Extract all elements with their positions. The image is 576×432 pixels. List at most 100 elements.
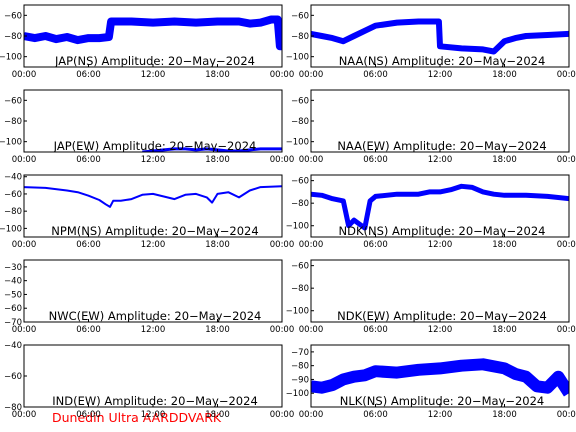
chart-panel: 00:00 06:00 12:00 18:00 00:00 −100 −80 −60 −40 NP…	[0, 173, 294, 250]
y-tick-label: −80	[291, 284, 309, 294]
x-tick-label: 18:00	[205, 70, 230, 80]
x-tick-label: 06:00	[363, 155, 388, 165]
series-line	[24, 15, 282, 51]
x-tick-label: 12:00	[428, 70, 453, 80]
x-tick-label: 00:00	[270, 70, 295, 80]
y-tick-label: −60	[291, 262, 309, 272]
x-tick-label: 12:00	[141, 410, 166, 420]
x-tick-label: 06:00	[76, 325, 101, 335]
x-tick-label: 00:00	[12, 155, 37, 165]
y-tick-label: −60	[4, 372, 22, 382]
x-tick-label: 00:00	[12, 325, 37, 335]
x-tick-label: 00:00	[12, 240, 37, 250]
series-line	[311, 18, 569, 55]
x-tick-label: 18:00	[492, 410, 517, 420]
x-tick-label: 00:00	[557, 240, 576, 250]
panel-title: NLK(NS) Amplitude: 20−May−2024	[340, 394, 545, 408]
y-tick-label: −80	[291, 117, 309, 127]
x-tick-label: 18:00	[492, 240, 517, 250]
chart-panel: 00:00 06:00 12:00 18:00 00:00 −100 −80 −60 NDK(N…	[286, 174, 576, 250]
chart-panel: 00:00 06:00 12:00 18:00 00:00−80−60−40IND(EW…	[4, 341, 294, 420]
panel-title: NDK(NS) Amplitude: 20−May−2024	[339, 224, 546, 238]
chart-panel: 00:00 06:00 12:00 18:00 00:00 −100 −80 −60 JAP(E…	[0, 89, 295, 165]
x-tick-label: 12:00	[141, 325, 166, 335]
chart-panel: 00:00 06:00 12:00 18:00 00:00 −100 −80 −60 JAP(N…	[0, 4, 295, 80]
y-tick-label: −80	[4, 117, 22, 127]
chart-panel: 00:00 06:00 12:00 18:00 00:00−70−60−50−40−30…	[4, 259, 295, 335]
chart-panel: 00:00 06:00 12:00 18:00 00:00 −100 −80 −60 NAA(E…	[286, 89, 576, 165]
y-tick-label: −30	[4, 263, 22, 273]
y-tick-label: −100	[0, 138, 22, 148]
x-tick-label: 00:00	[270, 325, 295, 335]
y-tick-label: −100	[0, 53, 22, 63]
x-tick-label: 00:00	[12, 410, 37, 420]
panel-title: NWC(EW) Amplitude: 20−May−2024	[49, 309, 262, 323]
y-tick-label: −100	[0, 224, 22, 234]
panel-title: NDK(EW) Amplitude: 20−May−2024	[337, 309, 547, 323]
series-line	[142, 147, 282, 152]
chart-panel: 00:00 06:00 12:00 18:00 00:00 −100 −80 −60 NAA(N…	[286, 4, 576, 80]
x-tick-label: 12:00	[428, 240, 453, 250]
x-tick-label: 12:00	[428, 155, 453, 165]
series-line	[311, 183, 569, 231]
y-tick-label: −80	[291, 199, 309, 209]
y-tick-label: −80	[4, 32, 22, 42]
x-tick-label: 18:00	[492, 155, 517, 165]
x-tick-label: 06:00	[363, 410, 388, 420]
x-tick-label: 06:00	[363, 240, 388, 250]
x-tick-label: 12:00	[428, 325, 453, 335]
x-tick-label: 00:00	[557, 325, 576, 335]
x-tick-label: 12:00	[141, 70, 166, 80]
panel-title: NAA(EW) Amplitude: 20−May−2024	[337, 139, 546, 153]
y-tick-label: −60	[4, 96, 22, 106]
y-tick-label: −70	[291, 348, 309, 358]
x-tick-label: 06:00	[76, 410, 101, 420]
y-tick-label: −100	[286, 307, 309, 317]
x-tick-label: 00:00	[299, 325, 324, 335]
chart-panel: 00:00 06:00 12:00 18:00 00:00 −100 −90 −80 −70 NL…	[286, 344, 576, 420]
y-tick-label: −40	[4, 173, 22, 183]
y-tick-label: −60	[291, 11, 309, 21]
y-tick-label: −80	[291, 362, 309, 372]
y-tick-label: −60	[4, 11, 22, 21]
x-tick-label: 18:00	[205, 240, 230, 250]
panel-title: JAP(NS) Amplitude: 20−May−2024	[54, 54, 255, 68]
x-tick-label: 00:00	[299, 155, 324, 165]
y-tick-label: −100	[286, 222, 309, 232]
x-tick-label: 18:00	[205, 410, 230, 420]
y-tick-label: −80	[291, 32, 309, 42]
x-tick-label: 12:00	[141, 240, 166, 250]
y-tick-label: −60	[4, 304, 22, 314]
x-tick-label: 18:00	[492, 70, 517, 80]
series-line	[311, 358, 569, 397]
x-tick-label: 06:00	[363, 325, 388, 335]
x-tick-label: 00:00	[270, 410, 295, 420]
y-tick-label: −50	[4, 290, 22, 300]
panel-title: NAA(NS) Amplitude: 20−May−2024	[339, 54, 546, 68]
y-tick-label: −90	[291, 375, 309, 385]
x-tick-label: 06:00	[76, 155, 101, 165]
x-tick-label: 18:00	[492, 325, 517, 335]
y-tick-label: −40	[4, 277, 22, 287]
panel-title: NPM(NS) Amplitude: 20−May−2024	[51, 224, 258, 238]
y-tick-label: −60	[291, 177, 309, 187]
x-tick-label: 00:00	[299, 70, 324, 80]
y-tick-label: −60	[291, 96, 309, 106]
y-tick-label: −100	[286, 389, 309, 399]
x-tick-label: 18:00	[205, 325, 230, 335]
x-tick-label: 06:00	[363, 70, 388, 80]
x-tick-label: 00:00	[270, 240, 295, 250]
x-tick-label: 12:00	[428, 410, 453, 420]
x-tick-label: 06:00	[76, 240, 101, 250]
x-tick-label: 00:00	[557, 155, 576, 165]
y-tick-label: −60	[4, 190, 22, 200]
x-tick-label: 12:00	[141, 155, 166, 165]
x-tick-label: 00:00	[299, 240, 324, 250]
y-tick-label: −80	[4, 403, 22, 413]
y-tick-label: −40	[4, 341, 22, 351]
series-line	[24, 185, 282, 208]
x-tick-label: 00:00	[299, 410, 324, 420]
x-tick-label: 00:00	[270, 155, 295, 165]
footer-label: Dunedin Ultra AARDDVARK	[52, 410, 222, 425]
